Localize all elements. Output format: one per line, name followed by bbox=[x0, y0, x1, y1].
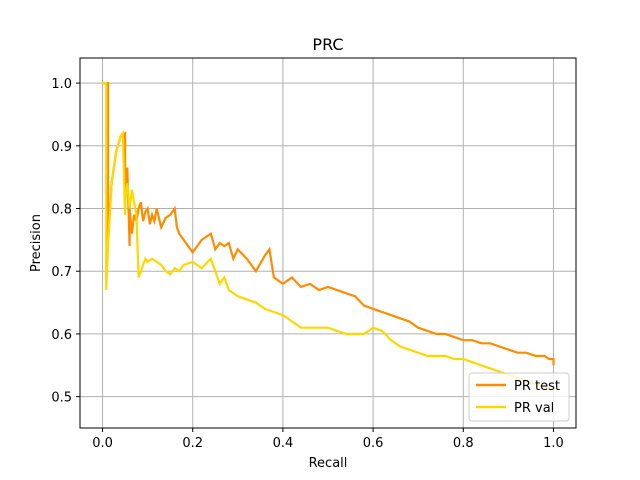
y-tick-label: 0.5 bbox=[51, 391, 72, 406]
x-tick-label: 1.0 bbox=[543, 436, 564, 451]
x-tick-label: 0.0 bbox=[92, 436, 113, 451]
axis-ticks: 0.0 0.2 0.4 0.6 0.8 1.0 0.5 0.6 0.7 0.8 0.9 1.0 bbox=[51, 77, 563, 451]
y-tick-label: 0.8 bbox=[51, 203, 72, 218]
plot-area-frame bbox=[79, 57, 577, 429]
legend-label-pr-val: PR val bbox=[514, 401, 554, 416]
y-tick-label: 0.7 bbox=[51, 265, 72, 280]
y-tick-label: 0.9 bbox=[51, 140, 72, 155]
x-axis-label: Recall bbox=[309, 456, 348, 471]
series-lines bbox=[102, 81, 555, 392]
grid bbox=[80, 58, 576, 428]
chart-title: PRC bbox=[312, 35, 343, 54]
x-tick-label: 0.4 bbox=[273, 436, 294, 451]
legend: PR test PR val bbox=[468, 372, 570, 422]
series-line-pr-val bbox=[102, 81, 554, 392]
x-tick-label: 0.2 bbox=[182, 436, 203, 451]
x-tick-label: 0.6 bbox=[363, 436, 384, 451]
x-tick-label: 0.8 bbox=[453, 436, 474, 451]
y-axis-label: Precision bbox=[29, 214, 44, 272]
legend-label-pr-test: PR test bbox=[514, 379, 560, 394]
y-tick-label: 0.6 bbox=[51, 328, 72, 343]
y-tick-label: 1.0 bbox=[51, 77, 72, 92]
